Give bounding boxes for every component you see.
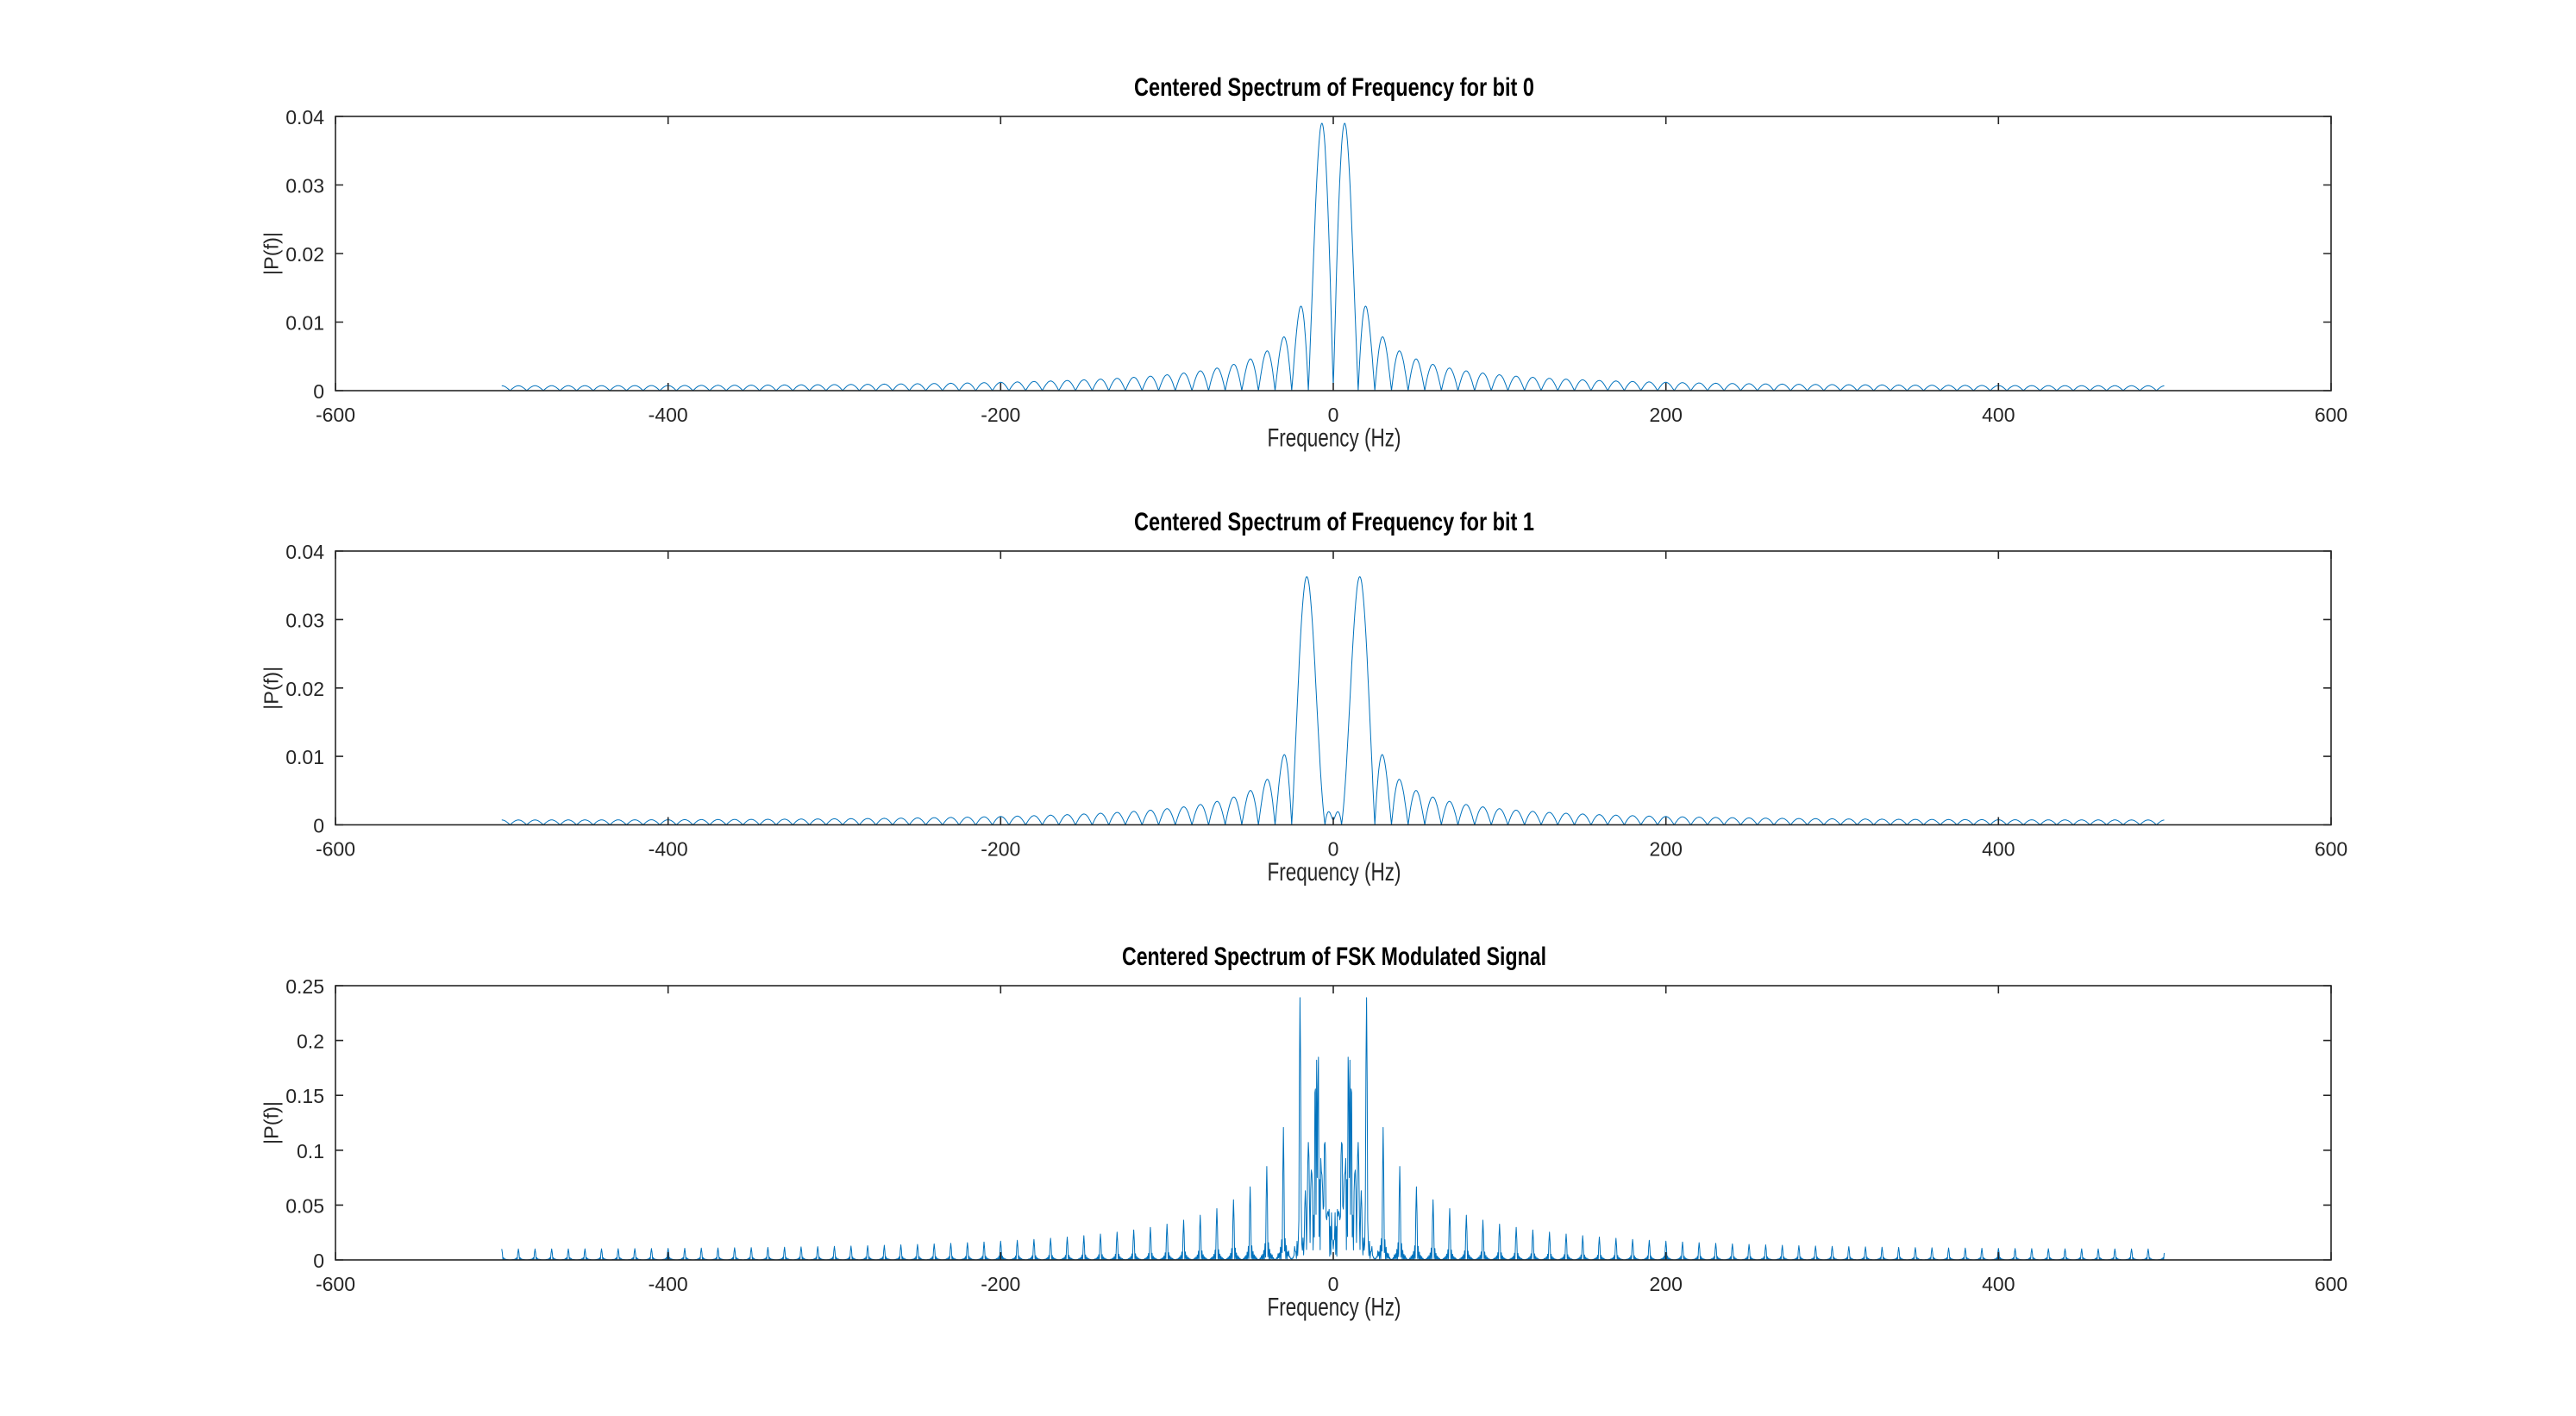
svg-text:0.03: 0.03 <box>285 609 324 631</box>
svg-text:0.02: 0.02 <box>285 678 324 700</box>
svg-text:|P(f)|: |P(f)| <box>260 232 283 275</box>
svg-text:Frequency (Hz): Frequency (Hz) <box>1268 858 1401 887</box>
svg-text:200: 200 <box>1650 837 1683 860</box>
svg-text:0.02: 0.02 <box>285 243 324 266</box>
svg-text:|P(f)|: |P(f)| <box>260 1101 283 1144</box>
svg-text:-400: -400 <box>649 404 688 426</box>
svg-text:0.15: 0.15 <box>285 1085 324 1107</box>
svg-text:-200: -200 <box>981 1273 1020 1295</box>
svg-text:0: 0 <box>1328 837 1339 860</box>
svg-text:-200: -200 <box>981 404 1020 426</box>
svg-text:0.04: 0.04 <box>285 106 324 128</box>
svg-text:0.03: 0.03 <box>285 175 324 197</box>
svg-text:-400: -400 <box>649 837 688 860</box>
svg-text:-200: -200 <box>981 837 1020 860</box>
svg-text:0.2: 0.2 <box>297 1031 324 1053</box>
svg-text:200: 200 <box>1650 1273 1683 1295</box>
svg-text:600: 600 <box>2315 1273 2347 1295</box>
svg-text:Frequency (Hz): Frequency (Hz) <box>1268 1294 1401 1322</box>
svg-text:-600: -600 <box>316 404 355 426</box>
svg-text:0.1: 0.1 <box>297 1140 324 1162</box>
svg-text:0: 0 <box>1328 1273 1339 1295</box>
svg-text:400: 400 <box>1982 1273 2015 1295</box>
svg-text:0.01: 0.01 <box>285 746 324 768</box>
svg-text:Centered Spectrum of FSK Modul: Centered Spectrum of FSK Modulated Signa… <box>1122 943 1546 971</box>
svg-text:0: 0 <box>313 1250 324 1272</box>
svg-text:600: 600 <box>2315 404 2347 426</box>
svg-text:400: 400 <box>1982 404 2015 426</box>
svg-text:0.05: 0.05 <box>285 1194 324 1217</box>
svg-text:Centered Spectrum of Frequency: Centered Spectrum of Frequency for bit 0 <box>1134 73 1534 102</box>
svg-text:Centered Spectrum of Frequency: Centered Spectrum of Frequency for bit 1 <box>1134 508 1534 536</box>
svg-text:-600: -600 <box>316 1273 355 1295</box>
svg-text:Frequency (Hz): Frequency (Hz) <box>1268 424 1401 453</box>
svg-text:0.25: 0.25 <box>285 975 324 998</box>
svg-text:0.04: 0.04 <box>285 541 324 563</box>
svg-text:-400: -400 <box>649 1273 688 1295</box>
svg-text:600: 600 <box>2315 837 2347 860</box>
svg-text:0: 0 <box>313 380 324 403</box>
svg-text:-600: -600 <box>316 837 355 860</box>
svg-text:0: 0 <box>1328 404 1339 426</box>
svg-text:0: 0 <box>313 815 324 837</box>
svg-text:400: 400 <box>1982 837 2015 860</box>
svg-text:200: 200 <box>1650 404 1683 426</box>
svg-text:|P(f)|: |P(f)| <box>260 667 283 710</box>
svg-text:0.01: 0.01 <box>285 312 324 335</box>
